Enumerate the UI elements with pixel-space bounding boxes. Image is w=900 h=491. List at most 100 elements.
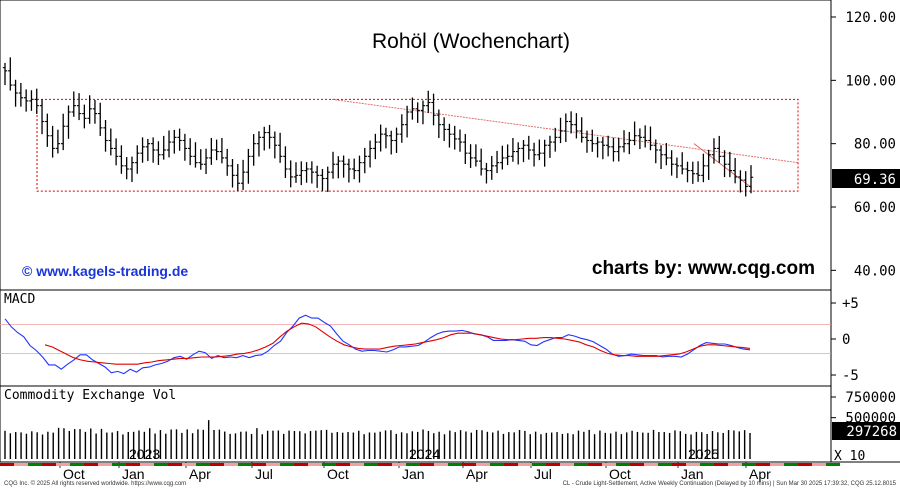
price-bar (98, 102, 103, 136)
price-bar (373, 133, 378, 160)
price-bar (193, 142, 198, 168)
axis-stripe-segment (154, 463, 168, 466)
price-bar (225, 148, 230, 176)
year-labels: 2023 2024 2025 (129, 446, 719, 462)
price-bar (172, 129, 177, 154)
year-label: 2025 (688, 446, 719, 462)
price-bar (161, 135, 166, 160)
price-bar (510, 138, 516, 162)
axis-stripe-segment (476, 463, 490, 466)
month-labels: Oct Jan Apr Jul Oct Jan Apr Jul Oct Jan Apr (59, 462, 771, 482)
axis-stripe-segment (490, 463, 504, 466)
axis-stripe-segment (672, 463, 686, 466)
macd-tick-label: +5 (842, 296, 859, 312)
price-bar (277, 132, 283, 163)
price-bar (283, 146, 288, 178)
axis-stripe-segment (126, 463, 140, 466)
price-bar (478, 148, 484, 176)
price-bar (256, 131, 262, 157)
axis-stripe-segment (322, 463, 336, 466)
watermark-cqg: charts by: www.cqg.com (592, 258, 815, 279)
price-bar (150, 137, 156, 163)
price-bar (664, 143, 669, 166)
macd-lines (4, 314, 751, 375)
footer-copyright: CQG Inc. © 2025 All rights reserved worl… (4, 481, 187, 487)
sideways-range-box (36, 98, 799, 192)
price-bar (367, 140, 373, 168)
price-bar (140, 137, 145, 163)
axis-stripe-segment (770, 463, 784, 466)
price-panel: 120.00 100.00 80.00 60.00 40.00 Rohöl (Woche… (2, 10, 900, 279)
price-bar (584, 130, 590, 153)
price-bar (717, 135, 722, 163)
axis-stripe-segment (364, 463, 378, 466)
axis-stripe-segment (462, 463, 476, 466)
axis-stripe-segment (588, 463, 602, 466)
month-label: Oct (327, 466, 349, 482)
axis-stripe-segment (658, 463, 672, 466)
price-bar (595, 136, 600, 158)
price-bar (235, 163, 240, 191)
axis-stripe-segment (378, 463, 392, 466)
axis-stripe-segment (560, 463, 574, 466)
price-bars (2, 57, 754, 197)
price-bar (103, 120, 108, 152)
price-bar (108, 128, 114, 156)
axis-stripe-segment (70, 463, 84, 466)
axis-stripe-segment (728, 463, 742, 466)
price-bar (521, 139, 526, 163)
volume-title: Commodity Exchange Vol (4, 388, 176, 403)
price-bar (553, 127, 558, 152)
volume-bars (4, 420, 751, 459)
price-bar (45, 113, 50, 147)
price-bar (431, 93, 436, 126)
month-label: Oct (609, 466, 631, 482)
price-bar (738, 170, 743, 193)
price-bar (389, 130, 394, 155)
price-bar (230, 159, 235, 188)
last-volume-label: 297268 (846, 424, 897, 440)
volume-multiplier: X 10 (834, 449, 865, 464)
price-bar (616, 137, 621, 162)
macd-tick-label: -5 (842, 368, 859, 384)
axis-stripe-segment (756, 463, 770, 466)
macd-title: MACD (4, 292, 35, 307)
month-label: Apr (749, 466, 771, 482)
price-bar (394, 127, 399, 153)
price-bar (272, 131, 278, 159)
price-bar (198, 149, 203, 170)
last-volume-badge (832, 422, 900, 440)
price-bar (219, 137, 225, 164)
axis-stripe-segment (112, 463, 126, 466)
price-bar (642, 125, 648, 148)
axis-stripe-segment (798, 463, 812, 466)
price-bar (71, 91, 76, 117)
price-bar (182, 133, 188, 161)
axis-stripe-segment (280, 463, 294, 466)
price-bar (653, 139, 658, 164)
axis-stripe-segment (336, 463, 350, 466)
axis-stripe-segment (812, 463, 826, 466)
price-tick-label: 40.00 (854, 263, 896, 279)
price-bar (494, 150, 500, 174)
price-bar (611, 137, 616, 162)
month-label: Jul (255, 466, 273, 482)
price-bar (680, 152, 685, 175)
axis-stripe-segment (224, 463, 238, 466)
price-bar (357, 155, 362, 183)
price-bar (383, 127, 389, 149)
price-bar (463, 133, 468, 165)
axis-stripe-segment (252, 463, 266, 466)
price-bar (60, 113, 66, 151)
price-bar (87, 95, 92, 124)
axis-stripe-segment (56, 463, 70, 466)
price-bar (124, 157, 129, 180)
watermark-kagels: © www.kagels-trading.de (22, 263, 188, 279)
price-bar (325, 166, 330, 192)
price-bar (590, 129, 595, 152)
price-bar (605, 135, 611, 157)
price-bar (92, 99, 98, 124)
axis-stripe-segment (84, 463, 98, 466)
